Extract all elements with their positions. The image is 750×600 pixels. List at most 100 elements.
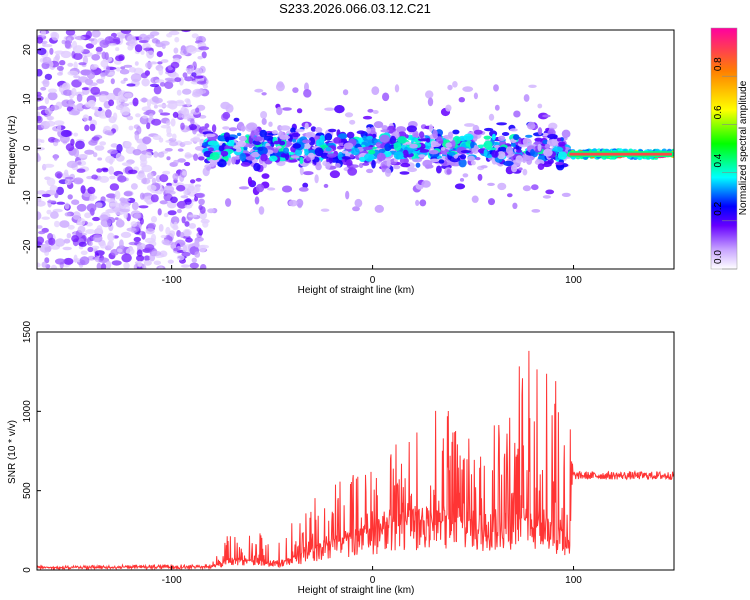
spectrogram-cell [123, 64, 133, 68]
spectrogram-cell [405, 141, 412, 145]
spectrogram-cell [558, 141, 566, 147]
spectrogram-cell [246, 122, 258, 131]
spectrogram-y-label: Frequency (Hz) [7, 116, 18, 185]
spectrogram-cell [123, 262, 130, 269]
spectrogram-cell [48, 237, 56, 246]
spectrogram-cell [37, 262, 41, 268]
spectrogram-cell [173, 159, 179, 165]
spectrogram-cell [198, 204, 203, 211]
spectrogram-cell [134, 44, 143, 53]
spectrogram-cell [181, 216, 186, 224]
spectrogram-cell [384, 143, 392, 152]
spectrogram-cell [120, 66, 126, 70]
spectrogram-cell [106, 208, 114, 213]
spectrogram-cell [184, 154, 195, 158]
spectrogram-cell [169, 230, 176, 237]
spectrogram-cell [498, 135, 506, 141]
spectrogram-cell [527, 121, 536, 130]
spectrogram-cell [99, 175, 110, 183]
spectrogram-cell [91, 54, 101, 61]
spectrogram-cell [250, 130, 255, 139]
spectrogram-cell [381, 125, 388, 130]
spectrogram-cell [522, 168, 528, 176]
spectrogram-cell [146, 200, 152, 205]
spectrogram-cell [106, 92, 116, 102]
spectrogram-cell [49, 185, 58, 192]
spectrogram-cell [159, 174, 169, 183]
spectrogram-cell [298, 187, 309, 192]
spectrogram-cell [534, 137, 543, 142]
spectrogram-cell [483, 140, 493, 149]
spectrogram-cell [124, 92, 133, 98]
spectrogram-cell [337, 133, 348, 139]
spectrogram-cell [180, 195, 189, 199]
spectrogram-cell [150, 216, 158, 223]
spectrogram-cell [480, 165, 488, 169]
spectrogram-cell [143, 47, 154, 51]
spectrogram-cell [458, 97, 465, 103]
spectrogram-cell [115, 47, 120, 52]
spectrogram-cell [66, 160, 78, 168]
spectrogram-cell [169, 141, 179, 147]
spectrogram-x-ticks: -100 0 100 [162, 265, 582, 286]
spectrogram-cell [180, 106, 187, 115]
spectrogram-cell [399, 171, 410, 175]
spectrogram-cell [310, 126, 317, 132]
spectrogram-cell [84, 124, 90, 132]
spectrogram-cell [64, 40, 72, 49]
spectrogram-cell [238, 186, 250, 190]
spectrogram-cell [67, 62, 74, 67]
spectrogram-cell [89, 197, 95, 202]
spectrogram-cell [182, 88, 192, 95]
spectrogram-cell [172, 111, 179, 118]
spectrogram-cell [109, 202, 117, 207]
spectrogram-cell [522, 185, 532, 192]
spectrogram-cell [187, 46, 198, 54]
spectrogram-cell [140, 72, 149, 79]
spectrogram-cell [37, 91, 42, 97]
spectrogram-cell [192, 136, 201, 142]
spectrogram-cell [136, 266, 143, 269]
spectrogram-cell [561, 192, 571, 197]
spectrogram-cell [187, 185, 195, 192]
spectrogram-cell [107, 240, 114, 249]
spectrogram-cell [71, 40, 78, 50]
spectrogram-cell [418, 149, 430, 153]
spectrogram-cell [496, 122, 507, 126]
spectrogram-cell [157, 61, 163, 65]
spectrogram-cell [209, 152, 220, 161]
spectrogram-cell [67, 194, 73, 200]
spectrogram-cell [189, 262, 199, 269]
spectrogram-cell [182, 72, 188, 78]
spectrogram-cell [424, 141, 432, 150]
spectrogram-cell [531, 209, 541, 213]
spectrogram-cell [46, 177, 56, 187]
spectrogram-cell [314, 147, 324, 157]
spectrogram-cell [119, 208, 131, 213]
spectrogram-cell [140, 50, 145, 55]
spectrogram-cell [354, 198, 363, 208]
spectrogram-cell [88, 241, 93, 247]
spectrogram-cell [119, 239, 124, 249]
spectrogram-cell [51, 31, 60, 41]
spectrogram-cell [68, 110, 80, 116]
spectrogram-cell [415, 162, 421, 168]
spectrogram-cell [394, 84, 400, 93]
spectrogram-cell [85, 30, 92, 39]
spectrogram-cell [37, 236, 45, 245]
spectrogram-cell [62, 246, 72, 251]
spectrogram-cell [454, 183, 466, 190]
spectrogram-cell [184, 204, 193, 209]
spectrogram-cell [447, 84, 453, 91]
spectrogram-cell [112, 112, 118, 121]
spectrogram-cell [64, 202, 70, 210]
spectrogram-cell [430, 158, 440, 163]
spectrogram-cell [308, 136, 316, 146]
spectrogram-cell [488, 113, 495, 121]
y-tick-label: 0 [22, 567, 33, 573]
spectrogram-cell [146, 184, 157, 192]
spectrogram-cell [266, 187, 276, 191]
spectrogram-cell [153, 151, 159, 158]
spectrogram-cell [462, 173, 469, 178]
spectrogram-cell [421, 180, 431, 188]
